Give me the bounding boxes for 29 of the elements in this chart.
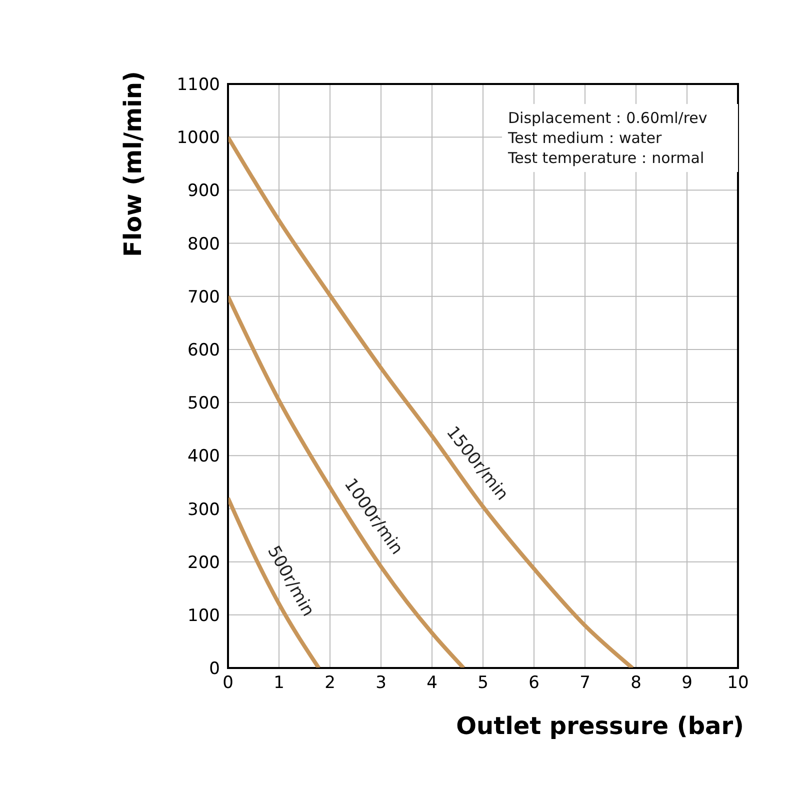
x-tick-label: 4 — [426, 673, 438, 694]
x-tick-label: 2 — [324, 673, 336, 694]
x-tick-label: 7 — [580, 673, 590, 694]
x-tick-label: 8 — [630, 673, 642, 694]
x-tick-label: 10 — [727, 673, 749, 694]
annotation: Test medium：water — [508, 128, 663, 148]
y-tick-label: 300 — [188, 500, 220, 520]
x-tick-label: 5 — [478, 673, 488, 694]
annotation: Test temperature：normal — [508, 148, 706, 168]
y-tick-label: 200 — [188, 552, 220, 573]
line-series — [228, 496, 321, 668]
y-tick-label: 900 — [188, 181, 220, 202]
x-axis-title: Outlet pressure (bar) — [456, 712, 744, 740]
x-tick-label: 0 — [222, 673, 234, 694]
y-tick-label: 700 — [188, 287, 220, 308]
x-tick-label: 1 — [274, 673, 284, 694]
y-axis-title: Flow (ml/min) — [119, 71, 148, 257]
y-tick-label: 500 — [188, 394, 220, 414]
y-tick-label: 600 — [188, 340, 220, 360]
x-tick-label: 9 — [682, 673, 692, 694]
y-tick-label: 100 — [188, 606, 220, 626]
y-tick-label: 1100 — [176, 75, 220, 96]
y-tick-label: 800 — [188, 234, 220, 254]
x-tick-label: 6 — [528, 673, 540, 694]
x-tick-label: 3 — [376, 673, 386, 694]
y-tick-label: 0 — [209, 659, 220, 680]
y-tick-label: 400 — [188, 446, 220, 467]
y-tick-label: 1000 — [176, 128, 220, 148]
annotation: Displacement：0.60ml/rev — [508, 108, 708, 128]
